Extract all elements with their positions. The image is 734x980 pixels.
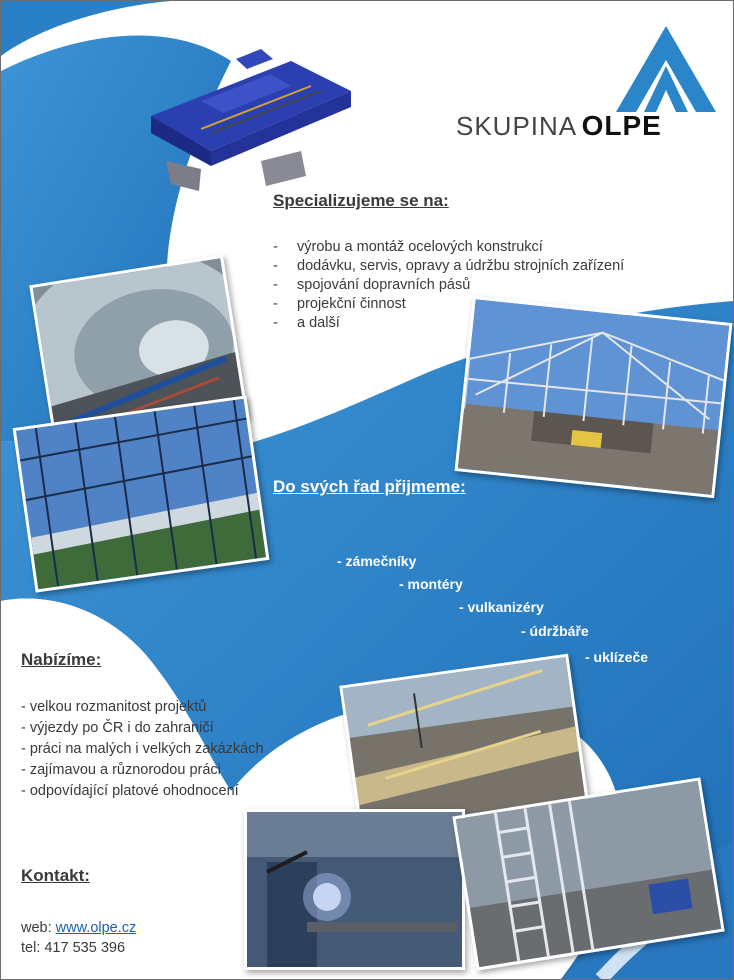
olpe-logo: SKUPINA OLPE <box>456 26 726 146</box>
list-item: -a další <box>273 315 340 331</box>
role-vulkanizery: - vulkanizéry <box>459 599 544 615</box>
kontakt-block: web: www.olpe.cz tel: 417 535 396 <box>21 918 136 958</box>
crane-conveyor-photo <box>339 653 590 841</box>
list-item: - dodávku, servis, opravy a údržbu strojn… <box>273 258 625 274</box>
kontakt-heading: Kontakt: <box>21 866 90 885</box>
specializujeme-list: - výrobu a montáž ocelových konstrukcí -d… <box>273 238 624 333</box>
logo-text-bold: OLPE <box>581 110 662 141</box>
list-item: - výjezdy po ČR i do zahraničí <box>21 720 214 736</box>
logo-text-light: SKUPINA <box>456 111 578 141</box>
role-udrzbare: - údržbáře <box>521 623 589 639</box>
tunnel-conveyor-photo <box>29 254 249 450</box>
nabizime-heading: Nabízíme: <box>21 650 102 669</box>
role-uklizece: - uklízeče <box>585 649 649 665</box>
role-montery: - montéry <box>399 576 463 592</box>
ladder-scaffold-photo <box>452 777 725 971</box>
web-link[interactable]: www.olpe.cz <box>55 920 137 936</box>
fence-structure-photo <box>12 395 270 593</box>
list-item: - velkou rozmanitost projektů <box>21 699 207 715</box>
olpe-logo-text: SKUPINA OLPE <box>456 110 662 142</box>
list-item: - odpovídající platové ohodnocení <box>21 783 239 799</box>
welding-workshop-photo <box>244 809 465 970</box>
role-zamecniky: - zámečníky <box>337 553 417 569</box>
steel-roof-construction-photo <box>454 295 733 499</box>
specializujeme-heading: Specializujeme se na: <box>273 191 449 210</box>
web-line: web: www.olpe.cz <box>21 918 136 938</box>
list-item: - projekční činnost <box>273 296 406 312</box>
list-item: - výrobu a montáž ocelových konstrukcí <box>273 239 543 255</box>
prijmeme-heading: Do svých řad přijmeme: <box>273 477 466 496</box>
olpe-logo-mark <box>616 26 716 112</box>
web-label: web: <box>21 920 56 936</box>
list-item: - spojování dopravních pásů <box>273 277 471 293</box>
nabizime-list: - velkou rozmanitost projektů - výjezdy … <box>21 697 264 802</box>
list-item: - zajímavou a různorodou práci <box>21 762 221 778</box>
list-item: - práci na malých i velkých zakázkách <box>21 741 264 757</box>
tel-line: tel: 417 535 396 <box>21 940 126 956</box>
conveyor-machine-illustration <box>141 41 361 201</box>
